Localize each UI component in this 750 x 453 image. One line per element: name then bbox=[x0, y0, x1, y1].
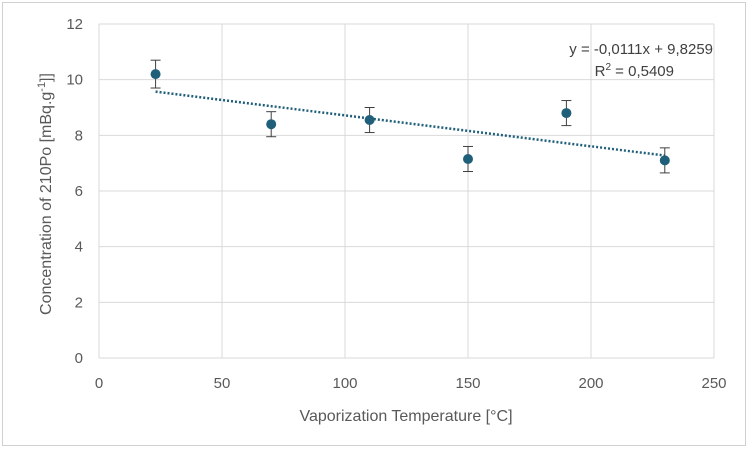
y-tick-label: 2 bbox=[75, 294, 83, 311]
x-tick-label: 200 bbox=[578, 375, 603, 392]
y-axis-title: Concentration of 210Po [mBq.g-1]] bbox=[36, 73, 55, 315]
y-tick-label: 12 bbox=[66, 16, 83, 33]
data-point bbox=[150, 69, 161, 80]
x-tick-label: 250 bbox=[701, 375, 726, 392]
y-tick-label: 10 bbox=[66, 72, 83, 89]
x-tick-label: 0 bbox=[95, 375, 103, 392]
x-axis-title: Vaporization Temperature [°C] bbox=[299, 408, 512, 425]
r-squared-superscript: 2 bbox=[605, 62, 611, 73]
points-layer bbox=[150, 59, 670, 174]
data-point bbox=[364, 115, 375, 126]
grid-layer bbox=[98, 23, 715, 359]
r-squared-label: R2 = 0,5409 bbox=[595, 62, 674, 80]
y-axis-title-end: ]] bbox=[38, 73, 55, 82]
r-squared-prefix: R bbox=[595, 63, 606, 80]
trendline bbox=[155, 90, 665, 157]
y-axis-title-superscript: -1 bbox=[36, 82, 48, 92]
x-tick-label: 50 bbox=[214, 375, 231, 392]
y-axis-title-main: Concentration of 210Po [mBq.g bbox=[38, 92, 55, 315]
r-squared-value: = 0,5409 bbox=[611, 63, 674, 80]
data-point bbox=[266, 119, 277, 130]
data-point bbox=[561, 108, 572, 119]
y-tick-label: 6 bbox=[75, 183, 83, 200]
data-point bbox=[463, 153, 473, 164]
tick-labels-layer: 0 2 4 6 8 10 12 0 50 100 150 200 250 bbox=[66, 16, 726, 392]
data-point bbox=[659, 155, 670, 166]
y-tick-label: 0 bbox=[75, 350, 83, 367]
trendline-equation: y = -0,0111x + 9,8259 bbox=[569, 41, 713, 58]
x-tick-label: 150 bbox=[455, 375, 480, 392]
scatter-chart: 0 2 4 6 8 10 12 0 50 100 150 200 250 Vaporization Te… bbox=[36, 16, 727, 425]
y-tick-label: 4 bbox=[75, 239, 83, 256]
chart-frame: 0 2 4 6 8 10 12 0 50 100 150 200 250 Vaporization Te… bbox=[2, 2, 746, 446]
trendline-layer bbox=[155, 90, 665, 157]
y-tick-label: 8 bbox=[75, 127, 83, 144]
x-tick-label: 100 bbox=[332, 375, 357, 392]
